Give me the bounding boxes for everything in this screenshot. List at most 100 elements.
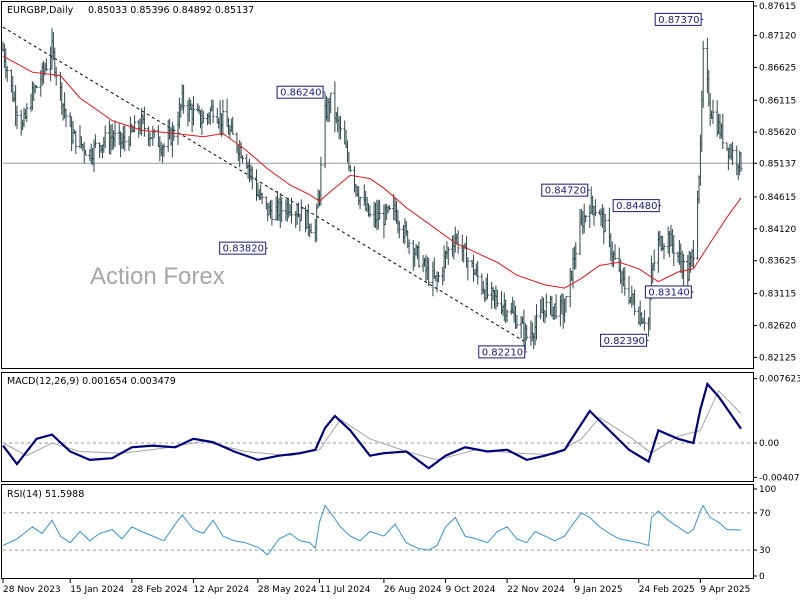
macd-axis-tick-label: -0.004073 — [759, 473, 800, 483]
rsi-title: RSI(14) 51.5988 — [7, 489, 84, 500]
macd-line — [2, 381, 742, 470]
price-bar — [525, 325, 529, 341]
price-bar — [378, 199, 382, 220]
macd-axis-tick-label: 0.00 — [759, 439, 779, 449]
rsi-axis-tick-label: 70 — [759, 509, 771, 519]
price-bar — [417, 241, 421, 268]
price-axis-tick-label: 0.84120 — [759, 225, 796, 235]
date-tick-label: 12 Apr 2024 — [193, 585, 249, 595]
price-bar — [652, 249, 656, 271]
price-title: EURGBP,Daily — [7, 5, 74, 16]
price-bars — [1, 28, 743, 352]
price-bar — [544, 293, 548, 318]
price-bar — [721, 113, 725, 150]
annotation-box — [612, 199, 660, 213]
price-bar — [731, 141, 735, 166]
price-bar — [456, 230, 460, 254]
price-bar — [613, 244, 617, 260]
price-bar — [221, 99, 225, 136]
price-axis-tick-label: 0.87615 — [759, 2, 796, 12]
annotation-label: 0.86240 — [280, 88, 321, 99]
price-panel-frame — [1, 1, 754, 369]
rsi-line — [2, 504, 742, 556]
price-bar — [623, 267, 627, 296]
date-tick-label: 24 Feb 2025 — [639, 585, 695, 595]
price-bar — [93, 134, 97, 149]
price-bar — [44, 58, 48, 71]
watermark: Action Forex — [90, 263, 225, 290]
annotation-box — [541, 183, 589, 197]
price-bar — [290, 197, 293, 224]
price-bar — [270, 199, 274, 226]
price-bar — [319, 156, 323, 206]
price-bar — [142, 106, 146, 137]
date-tick-label: 9 Apr 2025 — [700, 585, 750, 595]
annotation-label: 0.82390 — [604, 336, 645, 347]
price-bar — [348, 165, 352, 173]
price-axis-tick-label: 0.83115 — [759, 290, 796, 300]
price-bar — [466, 257, 470, 281]
price-bar — [299, 199, 303, 222]
price-bar — [476, 260, 480, 285]
price-bar — [358, 196, 362, 210]
price-bar — [564, 296, 568, 313]
price-axis-tick-label: 0.85620 — [759, 128, 796, 138]
price-bar — [25, 103, 29, 122]
price-bar — [15, 105, 19, 129]
price-axis-tick-label: 0.82620 — [759, 321, 796, 331]
price-bar — [182, 85, 186, 114]
price-bar — [113, 120, 117, 147]
annotation-box — [644, 285, 692, 299]
annotation-box — [600, 333, 648, 347]
price-bar — [642, 310, 646, 331]
annotation-label: 0.84480 — [616, 201, 657, 212]
price-bar — [201, 110, 205, 124]
price-bar — [309, 223, 313, 234]
date-tick-label: 9 Oct 2024 — [446, 585, 496, 595]
annotation-label: 0.83140 — [648, 287, 689, 298]
rsi-panel-frame — [1, 484, 754, 579]
price-bar — [662, 243, 666, 260]
price-bar — [486, 273, 489, 299]
date-tick-label: 11 Jul 2024 — [319, 585, 370, 595]
date-tick-label: 28 May 2024 — [258, 585, 317, 595]
date-tick-label: 15 Jan 2024 — [70, 585, 124, 595]
price-axis-tick-label: 0.82125 — [759, 353, 796, 363]
price-bar — [515, 314, 519, 329]
price-bar — [192, 96, 195, 126]
price-axis-tick-label: 0.87120 — [759, 32, 796, 42]
annotation-box — [219, 241, 267, 255]
price-bar — [593, 199, 597, 217]
price-axis-tick-label: 0.84615 — [759, 193, 796, 203]
price-bar — [682, 253, 686, 286]
annotation-label: 0.82210 — [482, 347, 523, 358]
price-bar — [54, 66, 58, 86]
annotation-box — [276, 85, 324, 99]
date-tick-label: 9 Jan 2025 — [574, 585, 622, 595]
price-bar — [437, 272, 440, 283]
price-bar — [427, 257, 431, 287]
price-bar — [603, 214, 607, 233]
price-bar — [333, 81, 337, 133]
price-bar — [407, 239, 411, 255]
date-axis: 28 Nov 2023 15 Jan 2024 28 Feb 2024 12 Apr … — [2, 579, 750, 595]
annotation-box — [654, 12, 702, 26]
price-bar — [280, 197, 284, 222]
price-bar — [495, 289, 499, 307]
price-bar — [535, 304, 538, 340]
price-bar — [672, 235, 676, 267]
price-bar — [260, 192, 264, 204]
trendline-segment — [2, 26, 528, 344]
price-bar — [250, 166, 254, 190]
price-bar — [241, 155, 244, 164]
date-tick-label: 26 Aug 2024 — [384, 585, 442, 595]
price-bar — [368, 205, 372, 218]
date-tick-label: 22 Nov 2024 — [507, 585, 565, 595]
rsi-axis-tick-label: 100 — [759, 485, 776, 495]
price-bar — [5, 66, 9, 82]
price-bar — [35, 85, 39, 89]
price-axis-tick-label: 0.86625 — [759, 63, 796, 73]
price-bar — [211, 99, 215, 124]
price-bar — [123, 124, 127, 152]
